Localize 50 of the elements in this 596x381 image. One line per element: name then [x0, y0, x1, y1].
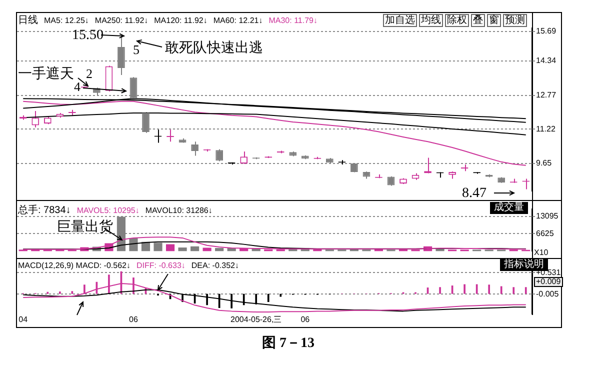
- annotation: 2: [86, 66, 92, 81]
- annotation: 指标说明: [500, 259, 548, 271]
- candlestick: [166, 129, 174, 142]
- y-tick-label: 11.22: [536, 124, 556, 134]
- y-tick-label: -0.005: [536, 289, 560, 298]
- annotation: 5: [133, 42, 140, 57]
- text: 加自选: [383, 14, 417, 27]
- text: MA120: 11.92↓: [154, 16, 208, 24]
- bar: [215, 248, 224, 252]
- text: MA5: 12.25↓: [44, 16, 89, 24]
- annotation: 8.47: [462, 186, 486, 201]
- text: 均线: [419, 14, 443, 27]
- text: MA30: 11.79↓: [268, 16, 318, 24]
- bar: [154, 242, 162, 252]
- y-tick-label: 15.69: [536, 26, 557, 36]
- bar: [178, 247, 187, 252]
- y-tick-label: 9.65: [536, 158, 552, 168]
- caption: 图 7－13: [262, 336, 314, 351]
- y-tick-label: 6625: [536, 228, 554, 238]
- candlestick: [105, 65, 113, 92]
- annotation: 巨量出货: [57, 220, 113, 235]
- annotation: 总手: 7834↓: [18, 204, 71, 217]
- text: MA250: 11.92↓: [94, 16, 148, 24]
- text: 窗: [487, 14, 501, 27]
- x-tick-label: 06: [129, 315, 138, 324]
- text: 叠: [471, 14, 485, 27]
- x-tick-label: 06: [300, 315, 310, 324]
- bar: [166, 244, 175, 252]
- annotation: 敢死队快速出逃: [165, 41, 263, 56]
- text: 日线: [18, 14, 38, 27]
- annotation: 成交量: [490, 202, 528, 214]
- x-tick-label: 2004-05-26,三: [230, 315, 282, 324]
- text: X10: [534, 248, 548, 257]
- text: 除权: [445, 14, 469, 27]
- annotation: MAVOL10: 31286↓: [145, 206, 212, 214]
- text: MA60: 12.21↓: [213, 16, 263, 24]
- annotation: MAVOL5: 10295↓: [76, 206, 140, 214]
- annotation: 一手遮天: [18, 67, 74, 82]
- y-tick-label: 12.77: [536, 90, 557, 100]
- annotation: DEA: -0.352↓: [191, 261, 239, 270]
- annotation: DIFF: -0.633↓: [136, 261, 186, 270]
- y-tick-label: 13095: [536, 212, 559, 221]
- y-tick-label: 14.34: [536, 56, 557, 66]
- x-tick-label: 04: [18, 315, 28, 324]
- bar: [190, 246, 200, 252]
- annotation: 4: [74, 79, 80, 94]
- text: 预测: [503, 14, 527, 27]
- annotation: 15.50: [72, 28, 104, 43]
- annotation: MACD(12,26,9) MACD: -0.562↓: [18, 261, 130, 270]
- text: +0.009: [534, 277, 563, 287]
